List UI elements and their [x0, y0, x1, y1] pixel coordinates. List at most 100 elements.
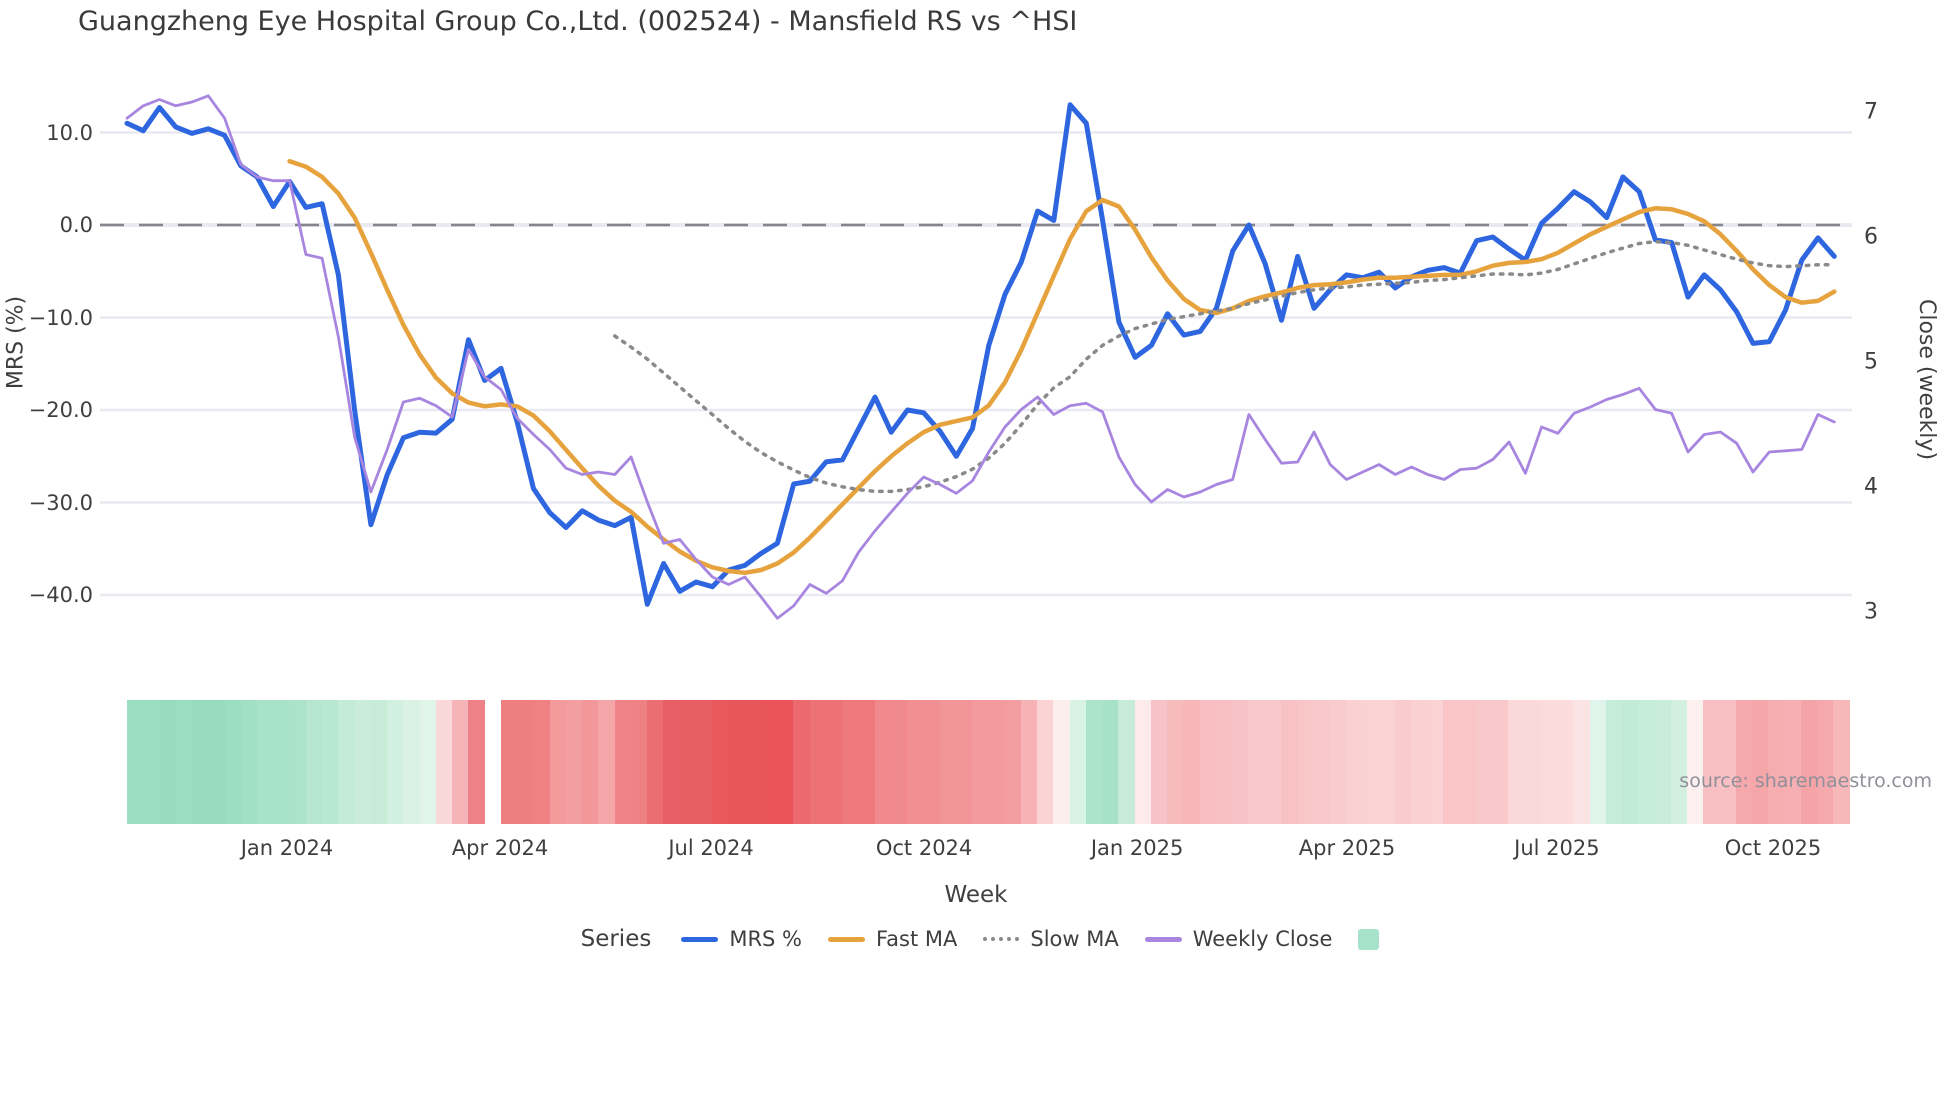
heatmap-cell [679, 700, 696, 824]
y-tick-left: 0.0 [59, 213, 93, 237]
x-tick: Oct 2024 [875, 836, 973, 860]
heatmap-cell [1085, 700, 1102, 824]
legend-item-fast-ma: Fast MA [828, 927, 957, 951]
legend-item-mrs-: MRS % [681, 927, 802, 951]
heatmap-cell [322, 700, 339, 824]
heatmap-cell [549, 700, 566, 824]
heatmap-cell [890, 700, 907, 824]
legend-swatch [1358, 928, 1380, 950]
heatmap-cell [1800, 700, 1817, 824]
x-tick: Apr 2025 [1298, 836, 1396, 860]
heatmap-cell [1703, 700, 1720, 824]
heatmap-cell [1280, 700, 1297, 824]
heatmap-cell [500, 700, 517, 824]
heatmap-cell [1118, 700, 1135, 824]
y-tick-left: −30.0 [28, 490, 93, 515]
x-tick: Jan 2024 [240, 836, 334, 860]
legend-swatch [1144, 936, 1182, 942]
y-tick-left: 10.0 [46, 120, 93, 145]
heatmap-cell [1345, 700, 1362, 824]
chart-legend: Series MRS % Fast MA Slow MA Weekly Close [0, 926, 1960, 952]
heatmap-cell [143, 700, 160, 824]
chart-title: Guangzheng Eye Hospital Group Co.,Ltd. (… [78, 6, 1078, 37]
heatmap-cell [874, 700, 891, 824]
heatmap-cell [663, 700, 680, 824]
heatmap-cell [793, 700, 810, 824]
heatmap-cell [907, 700, 924, 824]
heatmap-cell [273, 700, 290, 824]
y-tick-right: 7 [1864, 99, 1878, 125]
heatmap-cell [955, 700, 972, 824]
heatmap-cell [582, 700, 599, 824]
heatmap-cell [127, 700, 144, 824]
heatmap-cell [485, 700, 501, 824]
heatmap-cell [257, 700, 274, 824]
heatmap-cell [1069, 700, 1086, 824]
x-tick: Jan 2025 [1090, 836, 1184, 860]
heatmap-cell [630, 700, 647, 824]
right-axis-label: Close (weekly) [1914, 299, 1939, 461]
heatmap-cell [354, 700, 371, 824]
heatmap-cell [923, 700, 940, 824]
legend-label: MRS % [729, 927, 802, 951]
heatmap-cell [825, 700, 842, 824]
heatmap-cell [192, 700, 209, 824]
heatmap-cell [1004, 700, 1021, 824]
heatmap-cell [1670, 700, 1687, 824]
heatmap-cell [175, 700, 192, 824]
heatmap-cell [858, 700, 875, 824]
y-tick-right: 6 [1864, 224, 1878, 250]
x-tick: Jul 2025 [1514, 836, 1600, 860]
heatmap-cell [712, 700, 729, 824]
heatmap-cell [1492, 700, 1509, 824]
heatmap-cell [728, 700, 745, 824]
heatmap-cell [1037, 700, 1054, 824]
legend-item-slow-ma: Slow MA [983, 927, 1119, 951]
left-axis-label: MRS (%) [3, 295, 29, 390]
heatmap-cell [1719, 700, 1736, 824]
y-tick-right: 5 [1864, 349, 1878, 375]
heatmap-cell [1378, 700, 1395, 824]
heatmap-cell [777, 700, 794, 824]
heatmap-cell [419, 700, 436, 824]
heatmap-cell [1508, 700, 1525, 824]
heatmap-cell [939, 700, 956, 824]
heatmap-cell [305, 700, 322, 824]
heatmap-cell [972, 700, 989, 824]
legend-swatch [828, 936, 865, 942]
heatmap-cell [1150, 700, 1167, 824]
heatmap-cell [468, 700, 485, 824]
heatmap-cell [1557, 700, 1574, 824]
legend-label: Weekly Close [1192, 927, 1333, 951]
heatmap-cell [1687, 700, 1704, 824]
heatmap-cell [387, 700, 404, 824]
heatmap-cell [452, 700, 469, 824]
series-line-weekly-close [125, 94, 1836, 620]
y-tick-right: 4 [1864, 474, 1878, 500]
series-line-mrs- [124, 102, 1837, 607]
heatmap-cell [1605, 700, 1622, 824]
heatmap-cell [517, 700, 534, 824]
heatmap-cell [533, 700, 550, 824]
heatmap-cell [224, 700, 241, 824]
heatmap-cell [1297, 700, 1314, 824]
heatmap-cell [1817, 700, 1834, 824]
heatmap-cell [1654, 700, 1671, 824]
heatmap-cell [598, 700, 615, 824]
source-note: source: sharemaestro.com [1679, 770, 1932, 792]
heatmap-cell [208, 700, 225, 824]
x-tick: Apr 2024 [451, 836, 549, 860]
heatmap-cell [1622, 700, 1639, 824]
heatmap-cell [760, 700, 777, 824]
main-chart [100, 94, 1852, 620]
heatmap-cell [744, 700, 761, 824]
heatmap-cell [1053, 700, 1070, 824]
legend-item-weekly-close: Weekly Close [1144, 927, 1333, 951]
series-line-slow-ma [613, 239, 1837, 494]
legend-swatch [681, 936, 719, 942]
heatmap-cell [842, 700, 859, 824]
heatmap-cell [1264, 700, 1281, 824]
heatmap-cell [435, 700, 452, 824]
heatmap-cell [809, 700, 826, 824]
heatmap-cell [1394, 700, 1411, 824]
